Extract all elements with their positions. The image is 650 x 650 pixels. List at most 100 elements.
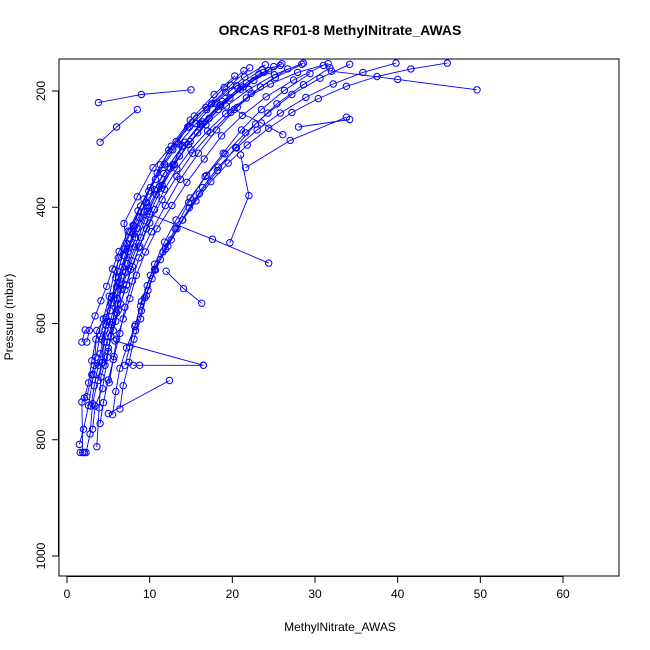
data-point — [98, 335, 106, 343]
x-tick-label-1: 10 — [143, 587, 157, 601]
data-point — [221, 150, 229, 158]
data-point — [173, 165, 181, 173]
data-point — [133, 105, 142, 114]
series-line-27 — [298, 119, 350, 128]
data-point — [199, 361, 208, 369]
data-point — [99, 398, 108, 407]
data-point — [112, 123, 121, 131]
data-point — [276, 109, 284, 117]
data-point — [242, 94, 251, 102]
data-point — [112, 317, 120, 325]
x-tick-label-3: 30 — [308, 587, 322, 601]
data-point — [257, 105, 265, 114]
data-point — [217, 101, 225, 109]
data-point — [107, 300, 115, 308]
data-point — [298, 60, 306, 69]
data-point — [97, 297, 105, 305]
data-point — [294, 123, 303, 131]
data-point — [220, 83, 228, 92]
data-point — [126, 343, 134, 351]
data-point — [189, 149, 197, 157]
data-point — [94, 376, 103, 385]
data-point — [316, 74, 324, 82]
data-point — [262, 93, 270, 101]
data-point — [143, 282, 151, 290]
data-point — [112, 335, 121, 343]
data-point — [102, 314, 110, 322]
chart-title: ORCAS RF01-8 MethylNitrate_AWAS — [219, 22, 462, 38]
data-point — [167, 236, 175, 244]
data-point — [140, 195, 148, 203]
data-point — [202, 103, 210, 112]
series-line-33 — [233, 109, 284, 135]
series-20 — [76, 448, 89, 457]
data-point — [186, 116, 194, 124]
series-line-6 — [99, 68, 288, 424]
data-point — [264, 109, 272, 117]
data-point — [194, 149, 203, 157]
data-point — [149, 164, 157, 172]
data-point — [200, 155, 208, 163]
data-point — [197, 121, 205, 129]
data-point — [183, 178, 191, 187]
data-point — [169, 161, 177, 169]
data-point — [266, 80, 275, 88]
series-line-30 — [99, 109, 138, 143]
series-8 — [108, 69, 314, 419]
data-point — [346, 60, 354, 69]
x-tick-label-2: 20 — [226, 587, 240, 601]
y-tick-label-3: 800 — [34, 429, 48, 449]
data-point — [136, 302, 145, 310]
data-point — [119, 382, 127, 390]
data-point — [473, 86, 481, 94]
series-line-0 — [81, 67, 251, 453]
data-point — [245, 85, 253, 94]
series-29 — [94, 86, 195, 107]
data-point — [133, 224, 142, 232]
data-point — [198, 299, 206, 307]
series-31 — [162, 267, 206, 307]
data-point — [324, 60, 332, 68]
y-tick-label-0: 200 — [34, 81, 48, 101]
data-point — [157, 184, 165, 192]
data-point — [141, 294, 149, 302]
data-point — [131, 326, 140, 335]
data-point — [119, 315, 127, 323]
y-tick-label-4: 1000 — [34, 542, 48, 569]
data-point — [276, 61, 284, 70]
data-point — [120, 219, 128, 228]
data-point — [231, 143, 240, 152]
series-line-7 — [90, 66, 274, 407]
data-point — [153, 225, 161, 233]
series-line-5 — [83, 70, 245, 399]
series-21 — [78, 326, 89, 346]
data-point — [192, 119, 200, 128]
data-point — [278, 60, 286, 68]
data-point — [88, 425, 97, 433]
data-point — [137, 307, 146, 315]
series-line-21 — [81, 329, 86, 343]
series-33 — [230, 105, 287, 139]
data-point — [131, 322, 139, 331]
data-point — [90, 382, 99, 390]
data-point — [133, 193, 142, 201]
data-point — [232, 144, 241, 152]
data-point — [241, 164, 250, 172]
data-point — [265, 67, 273, 75]
series-line-25 — [149, 213, 269, 264]
series-line-13 — [108, 64, 324, 383]
series-15 — [121, 60, 354, 369]
data-point — [250, 76, 258, 85]
data-point — [148, 275, 156, 283]
data-point — [346, 115, 354, 124]
data-point — [103, 282, 111, 290]
data-point — [121, 286, 129, 294]
data-point — [230, 105, 238, 114]
data-point — [160, 185, 169, 193]
data-point — [253, 126, 261, 134]
data-point — [265, 259, 273, 267]
data-point — [162, 267, 170, 275]
data-point — [137, 90, 146, 99]
series-line-15 — [124, 63, 350, 366]
data-point — [125, 244, 133, 252]
